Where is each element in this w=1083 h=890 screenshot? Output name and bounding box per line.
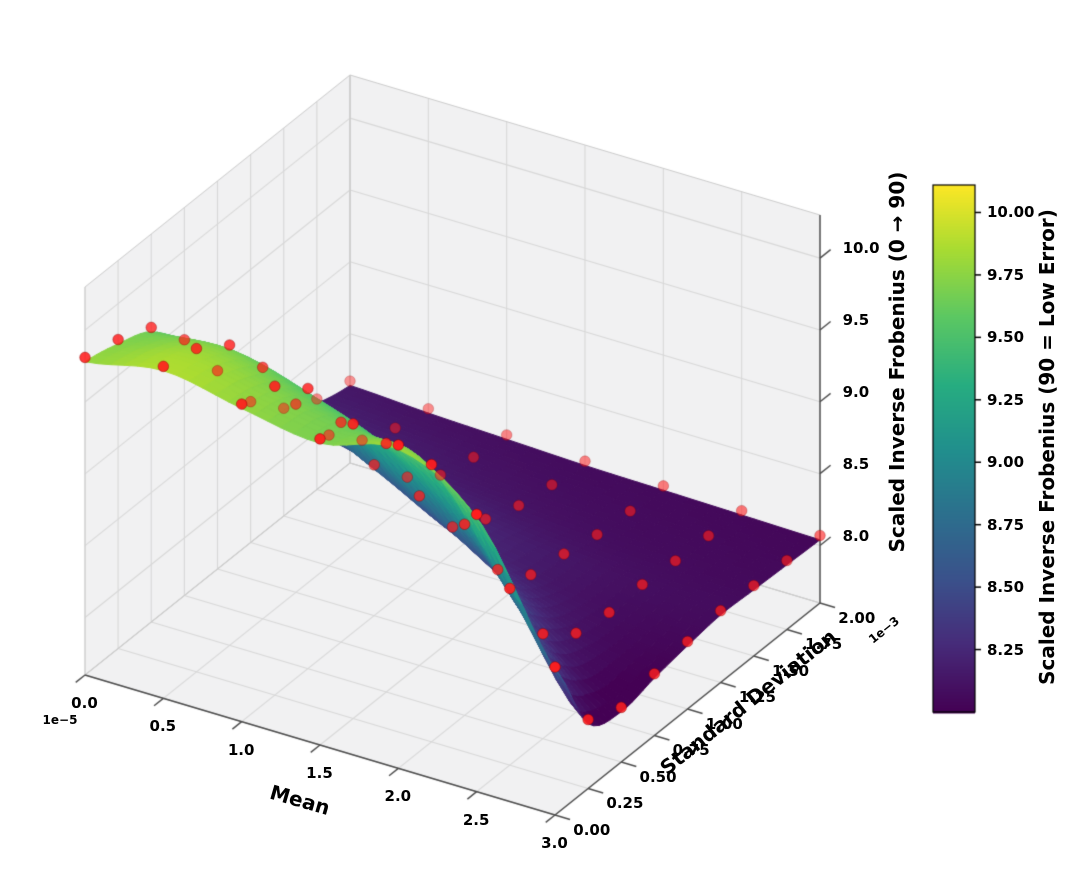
plot-canvas [0, 0, 1083, 890]
surface-plot-figure: Mean Standard Deviation Scaled Inverse F… [0, 0, 1083, 890]
